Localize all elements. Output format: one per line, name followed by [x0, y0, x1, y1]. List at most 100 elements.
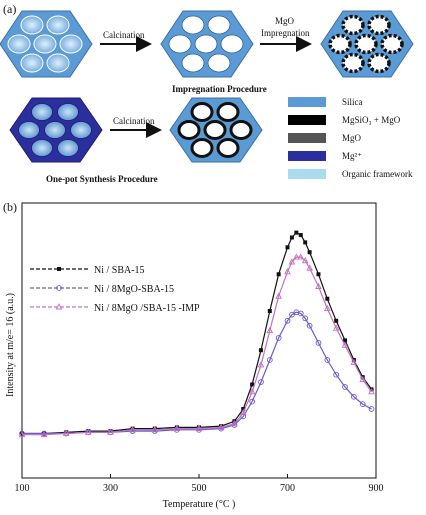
legend-swatch-organic-framework	[288, 169, 326, 179]
hexagon-mg-organic	[9, 97, 103, 163]
data-point-ni-8mgo-sba15	[342, 384, 348, 390]
data-point-ni-sba15	[325, 296, 330, 301]
impregnation-label: Impregnation	[261, 28, 310, 38]
data-point-ni-8mgo-sba15-imp	[248, 388, 256, 395]
data-point-ni-sba15	[343, 338, 348, 343]
data-point-ni-8mgo-sba15-imp	[297, 253, 305, 260]
data-point-ni-8mgo-sba15	[275, 335, 282, 341]
impregnation-procedure-title: Impregnation Procedure	[172, 84, 267, 94]
mgo-label: MgO	[275, 16, 295, 26]
data-point-ni-8mgo-sba15	[249, 398, 255, 405]
data-point-ni-sba15	[303, 240, 308, 245]
data-point-ni-sba15	[267, 309, 272, 313]
x-tick-label: 900	[369, 483, 384, 494]
series-ni-8mgo-sba15	[19, 309, 375, 437]
calcination-label-1: Calcination	[103, 30, 145, 40]
panel-a-label: (a)	[3, 2, 16, 16]
data-point-ni-8mgo-sba15-imp	[195, 424, 203, 432]
data-point-ni-8mgo-sba15	[324, 357, 331, 363]
onepot-procedure-title: One-pot Synthesis Procedure	[46, 174, 158, 184]
x-tick-label: 500	[192, 483, 207, 494]
data-point-ni-8mgo-sba15	[333, 371, 340, 378]
hexagon-calcined-silica	[160, 10, 254, 78]
data-point-ni-8mgo-sba15	[368, 406, 375, 412]
legend-label-mg2plus: Mg²⁺	[342, 151, 362, 161]
series-ni-8mgo-sba15-imp	[18, 253, 375, 438]
data-point-ni-8mgo-sba15-imp	[85, 428, 92, 435]
data-point-ni-8mgo-sba15-imp	[151, 426, 159, 433]
data-point-ni-8mgo-sba15-imp	[62, 429, 70, 436]
data-point-ni-8mgo-sba15-imp	[239, 408, 247, 416]
legend-label-ni-8mgo-sba15-imp: Ni / 8MgO /SBA-15 -IMP	[94, 303, 200, 314]
plot-frame	[21, 202, 377, 479]
data-point-ni-sba15	[334, 318, 339, 323]
hexagon-silica-organic	[0, 10, 93, 78]
data-point-ni-sba15	[316, 272, 321, 277]
data-point-ni-8mgo-sba15	[297, 310, 304, 317]
panel-b-label: (b)	[3, 200, 17, 214]
legend-label-silica: Silica	[342, 97, 363, 107]
data-point-ni-sba15	[258, 348, 263, 353]
data-point-ni-8mgo-sba15-imp	[288, 258, 296, 265]
data-point-ni-8mgo-sba15-imp	[332, 324, 340, 331]
legend-label-ni-sba15: Ni / SBA-15	[94, 265, 145, 276]
series-line-ni-8mgo-sba15-imp	[22, 256, 373, 436]
calcination-arrow-1: Calcination	[100, 30, 152, 52]
legend-swatch-silica	[288, 97, 326, 107]
series-layer	[18, 230, 375, 438]
calcination-label-2: Calcination	[113, 116, 155, 126]
legend-swatch-mgsio3-mgo	[288, 115, 326, 125]
data-point-ni-8mgo-sba15-imp	[275, 292, 283, 299]
x-axis-label: Temperature (°C )	[163, 499, 236, 510]
legend-marker-ni-8mgo-sba15	[56, 285, 62, 291]
data-point-ni-8mgo-sba15-imp	[350, 358, 358, 365]
series-ni-sba15	[20, 230, 374, 436]
data-point-ni-8mgo-sba15	[351, 393, 357, 400]
data-point-ni-8mgo-sba15-imp	[306, 264, 313, 271]
data-point-ni-8mgo-sba15-imp	[173, 424, 181, 432]
data-point-ni-8mgo-sba15-imp	[231, 419, 238, 427]
legend-label-organic-framework: Organic framework	[342, 169, 413, 179]
data-point-ni-8mgo-sba15	[306, 322, 313, 329]
data-point-ni-8mgo-sba15-imp	[292, 253, 300, 260]
schematic-legend: Silica MgSiO₃ + MgO MgO Mg²⁺ Organic fra…	[288, 97, 413, 179]
data-point-ni-sba15	[108, 429, 113, 434]
data-point-ni-8mgo-sba15-imp	[368, 388, 375, 395]
x-tick-label: 700	[280, 483, 295, 494]
data-point-ni-sba15	[64, 430, 69, 435]
hexagon-mgo-impregnated	[320, 10, 414, 78]
data-point-ni-8mgo-sba15-imp	[40, 430, 48, 438]
legend-swatch-mgo	[288, 133, 326, 143]
calcination-arrow-2: Calcination	[110, 116, 162, 138]
data-point-ni-8mgo-sba15	[315, 340, 322, 346]
x-axis-ticks: 100 300 500 700 900	[15, 474, 384, 494]
legend-label-ni-8mgo-sba15: Ni / 8MgO-SBA-15	[94, 284, 174, 295]
data-point-ni-8mgo-sba15-imp	[359, 375, 367, 383]
data-point-ni-8mgo-sba15	[258, 379, 264, 385]
data-point-ni-8mgo-sba15	[359, 401, 366, 407]
legend-label-mgo: MgO	[342, 133, 362, 143]
data-point-ni-8mgo-sba15-imp	[315, 282, 322, 289]
chart-legend: Ni / SBA-15 Ni / 8MgO-SBA-15 Ni / 8MgO /…	[30, 265, 200, 314]
data-point-ni-8mgo-sba15	[289, 311, 295, 318]
data-point-ni-8mgo-sba15-imp	[301, 257, 309, 264]
data-point-ni-8mgo-sba15-imp	[107, 428, 114, 435]
legend-label-mgsio3-mgo: MgSiO₃ + MgO	[342, 115, 401, 125]
data-point-ni-sba15	[276, 272, 281, 277]
data-point-ni-8mgo-sba15-imp	[284, 268, 291, 275]
data-point-ni-sba15	[294, 230, 299, 235]
series-line-ni-8mgo-sba15	[22, 311, 372, 435]
data-point-ni-sba15	[86, 429, 91, 434]
hexagon-onepot-calcined	[169, 97, 263, 163]
impregnation-arrow: MgO Impregnation	[260, 16, 312, 52]
data-point-ni-8mgo-sba15-imp	[266, 326, 274, 334]
data-point-ni-8mgo-sba15	[302, 315, 309, 322]
data-point-ni-8mgo-sba15-imp	[323, 304, 331, 311]
y-axis-label: Intensity at m/e= 16 (a.u.)	[5, 293, 16, 397]
legend-swatch-mg2plus	[288, 151, 326, 161]
data-point-ni-8mgo-sba15-imp	[129, 426, 136, 433]
legend-marker-ni-8mgo-sba15-imp	[55, 303, 63, 310]
data-point-ni-8mgo-sba15-imp	[217, 423, 225, 430]
series-line-ni-sba15	[22, 231, 373, 435]
data-point-ni-sba15	[298, 233, 303, 238]
